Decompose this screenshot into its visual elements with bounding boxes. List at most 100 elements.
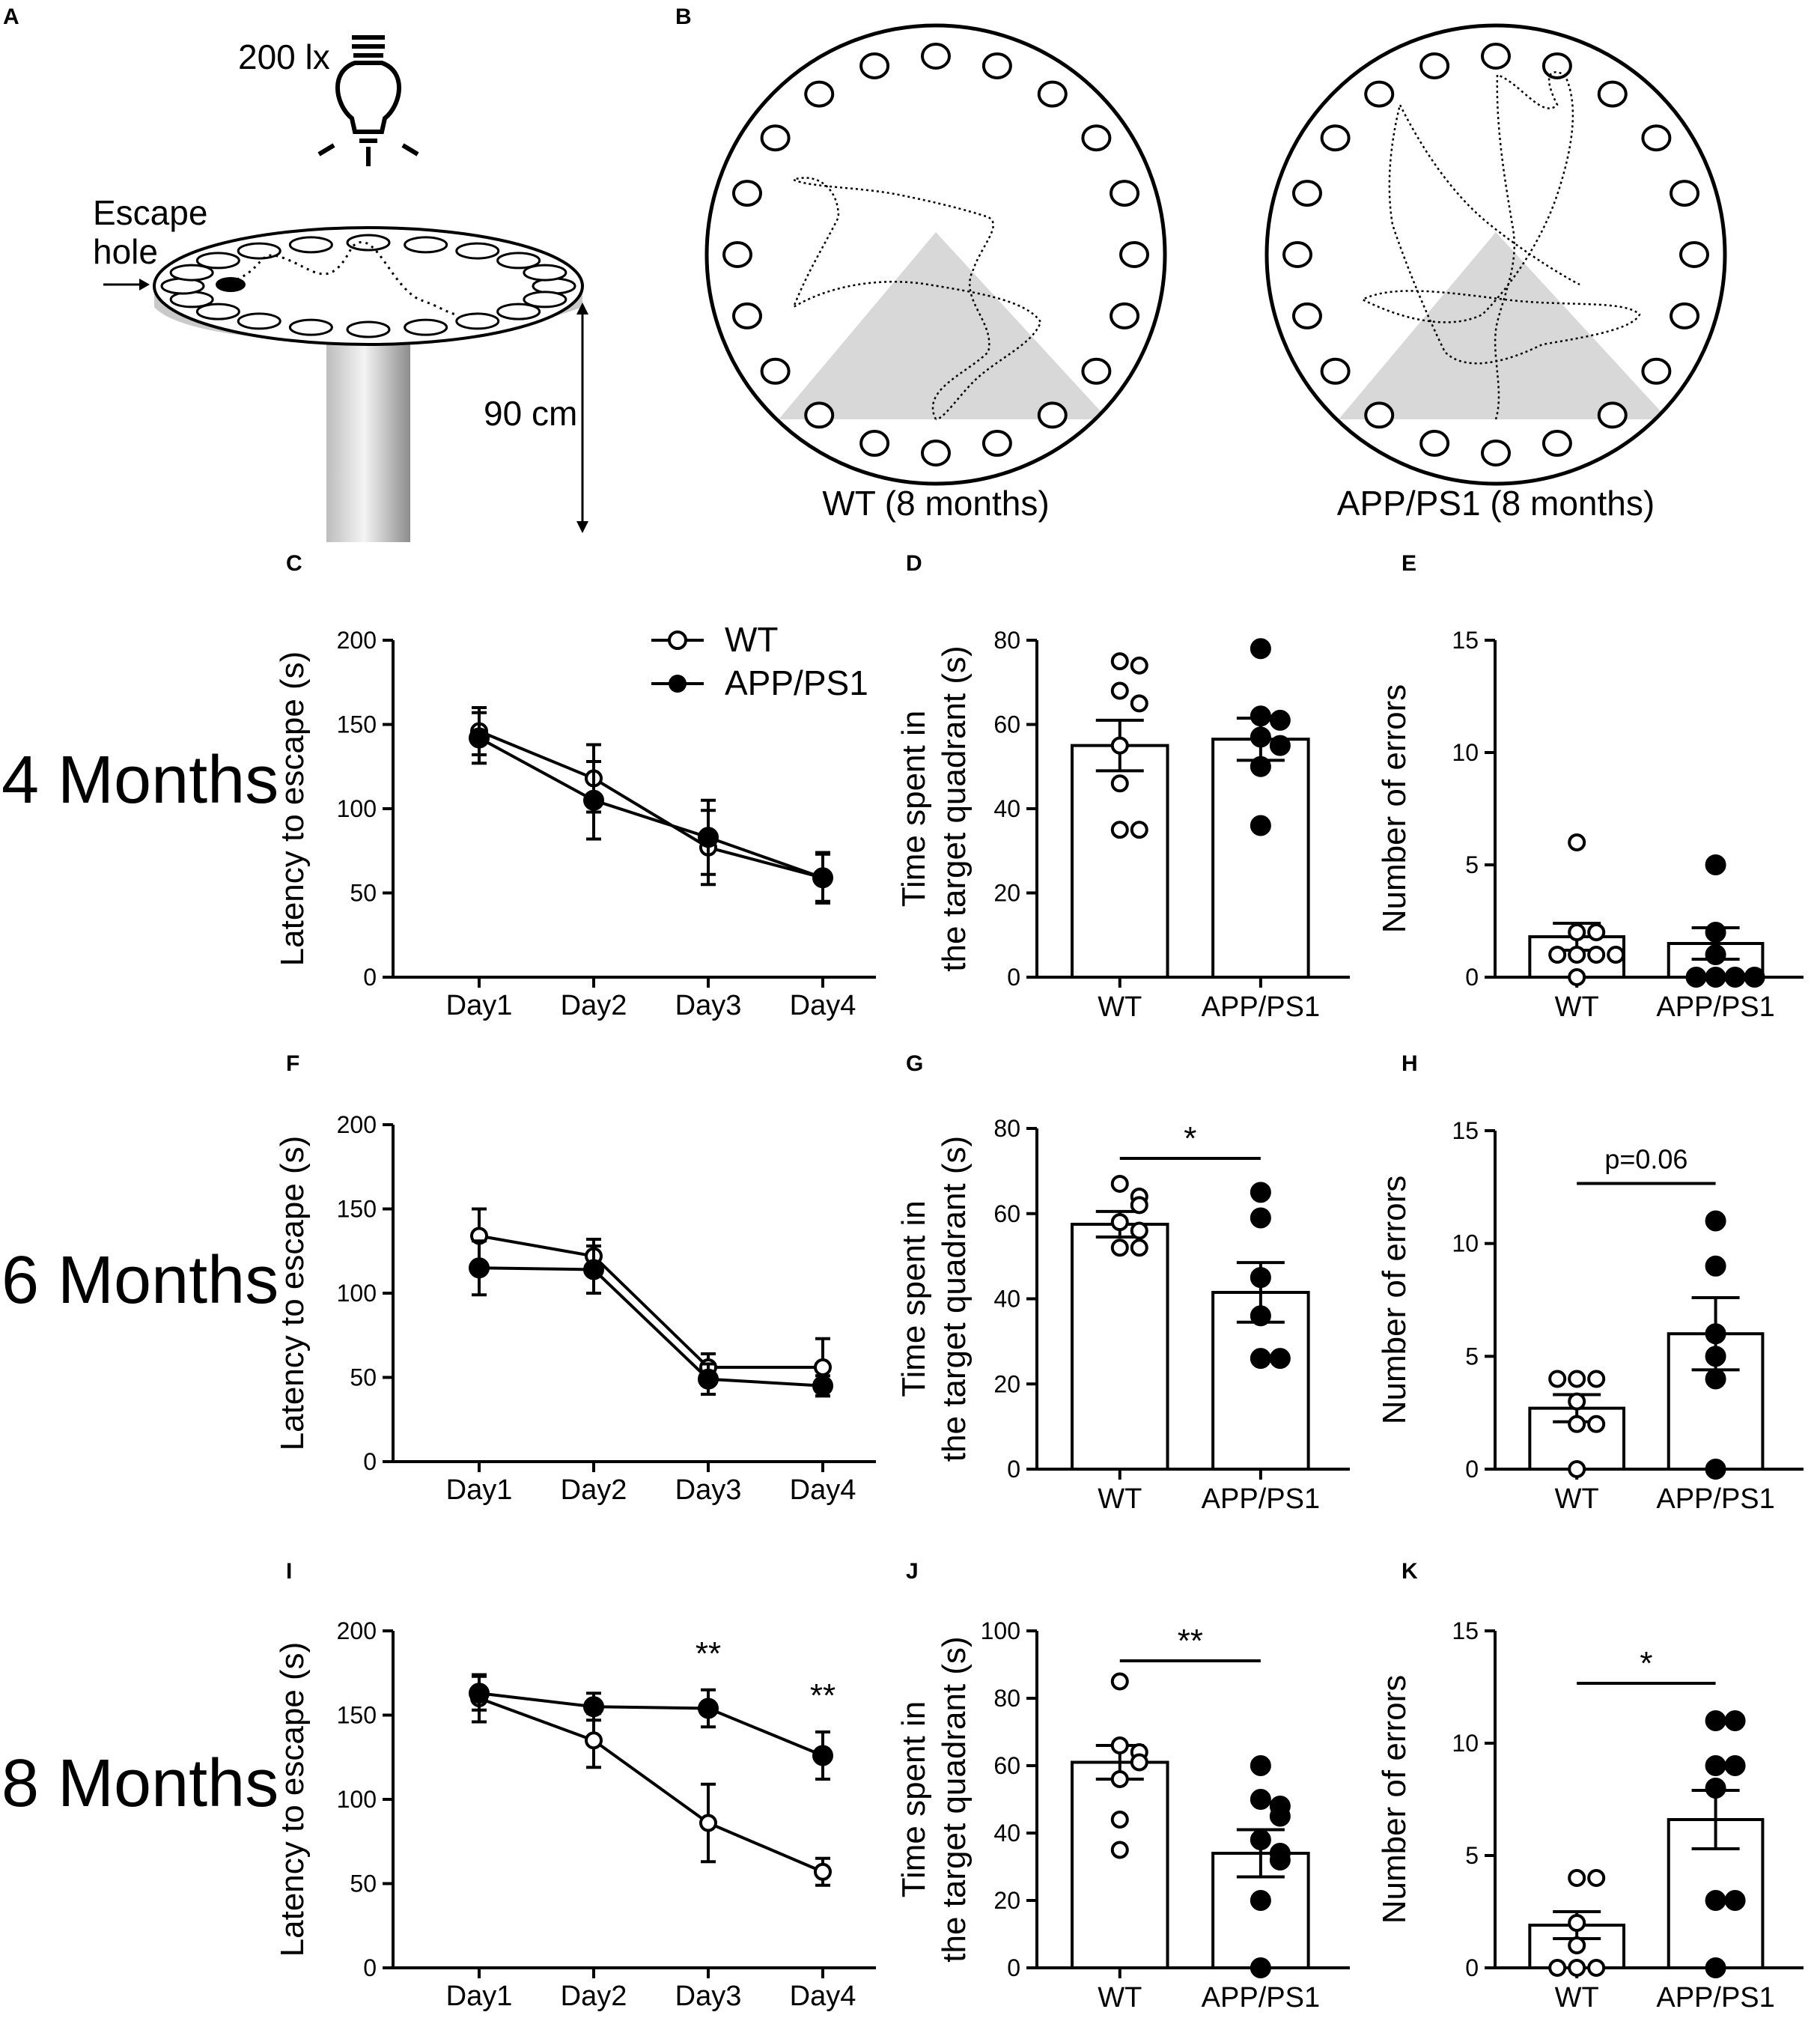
x-tick-label: Day4 bbox=[790, 1981, 856, 2012]
x-tick-label: Day2 bbox=[561, 990, 627, 1021]
y-tick-label: 100 bbox=[981, 1617, 1020, 1644]
platform-holes bbox=[160, 234, 576, 338]
maze-hole bbox=[981, 52, 1012, 79]
maze-hole bbox=[1481, 43, 1511, 70]
legend-wt-label: WT bbox=[725, 620, 779, 659]
data-point bbox=[583, 789, 604, 811]
y-tick-label: 15 bbox=[1452, 1117, 1479, 1144]
data-point bbox=[1110, 1672, 1129, 1691]
chart-f: 0 50 100 150 200 Latency to escape (s) Day1 Day… bbox=[274, 1111, 876, 1506]
y-tick-label: 5 bbox=[1465, 1343, 1479, 1370]
y-tick-label: 0 bbox=[1007, 964, 1020, 991]
data-point bbox=[1548, 946, 1567, 964]
data-point bbox=[1568, 1414, 1586, 1433]
maze-hole bbox=[731, 302, 762, 329]
y-tick-label: 100 bbox=[337, 795, 377, 822]
panel-label-d: D bbox=[906, 551, 922, 576]
data-point bbox=[1269, 1805, 1291, 1827]
y-tick-label: 60 bbox=[993, 711, 1020, 738]
data-point bbox=[1110, 681, 1129, 700]
panel-a: A 200 lx Escape hole bbox=[3, 4, 588, 542]
data-point bbox=[1269, 1850, 1291, 1870]
maze-hole bbox=[1670, 302, 1700, 329]
data-point bbox=[1110, 1841, 1129, 1859]
chart-e: 0 5 10 15 Number of errors WT APP/PS1 bbox=[1376, 627, 1804, 1023]
data-point bbox=[812, 1375, 833, 1397]
panel-label-f: F bbox=[286, 1051, 299, 1076]
maze-hole bbox=[921, 440, 951, 466]
data-point bbox=[1568, 923, 1586, 941]
maze-hole bbox=[1282, 241, 1312, 268]
maze-hole bbox=[1320, 124, 1351, 152]
data-point bbox=[1587, 1370, 1606, 1388]
maze-hole bbox=[1291, 180, 1322, 207]
series-line-appps1 bbox=[478, 1266, 824, 1388]
y-tick-label: 40 bbox=[993, 1286, 1020, 1313]
data-point bbox=[1705, 944, 1726, 965]
data-point bbox=[812, 1745, 833, 1766]
maze-arena bbox=[1264, 23, 1727, 486]
maze-hole bbox=[1670, 180, 1700, 207]
data-point bbox=[1568, 946, 1586, 964]
y-axis-label: the target quadrant (s) bbox=[936, 645, 973, 971]
data-point bbox=[1130, 694, 1148, 713]
platform-hole bbox=[404, 236, 448, 254]
platform-hole bbox=[346, 320, 391, 338]
data-point bbox=[1705, 1323, 1726, 1345]
data-point bbox=[1587, 946, 1606, 964]
y-tick-label: 50 bbox=[350, 1870, 377, 1897]
y-tick-label: 100 bbox=[337, 1280, 377, 1307]
platform-hole bbox=[496, 252, 541, 270]
y-tick-label: 200 bbox=[337, 1111, 377, 1138]
y-tick-label: 100 bbox=[337, 1786, 377, 1813]
row-label-4-months: 4 Months bbox=[1, 743, 279, 818]
data-point bbox=[814, 1862, 832, 1881]
data-point bbox=[1744, 967, 1765, 988]
platform-hole bbox=[169, 264, 214, 282]
maze-wt-caption: WT (8 months) bbox=[822, 484, 1049, 523]
data-point bbox=[1250, 1182, 1271, 1203]
chart-i: 0 50 100 150 200 Latency to escape (s) Day1 Day… bbox=[274, 1617, 876, 2012]
y-tick-label: 5 bbox=[1465, 851, 1479, 878]
data-point bbox=[1587, 1414, 1606, 1433]
y-axis-label: Time spent in bbox=[895, 1701, 932, 1897]
x-tick-label: APP/PS1 bbox=[1202, 1982, 1320, 2014]
platform-pole bbox=[326, 322, 410, 542]
panel-label-h: H bbox=[1401, 1051, 1418, 1076]
maze-hole bbox=[981, 430, 1012, 458]
y-tick-label: 5 bbox=[1465, 1842, 1479, 1869]
significance-label: ** bbox=[810, 1677, 836, 1714]
x-tick-label: Day1 bbox=[446, 990, 513, 1021]
series-line-wt bbox=[478, 729, 824, 880]
data-point bbox=[698, 1368, 719, 1390]
y-axis-label: Latency to escape (s) bbox=[274, 651, 311, 967]
platform-hole bbox=[288, 318, 333, 336]
data-point bbox=[1250, 815, 1271, 836]
y-axis-label: Time spent in bbox=[895, 1200, 932, 1397]
chart-k: 0 5 10 15 Number of errors WT APP/PS1 * bbox=[1376, 1617, 1804, 2014]
data-point bbox=[1705, 1710, 1726, 1731]
y-tick-label: 80 bbox=[993, 627, 1020, 654]
data-point bbox=[1110, 652, 1129, 671]
chart-c: 0 50 100 150 200 Latency to escape (s) Day1 Day… bbox=[274, 627, 876, 1021]
data-point bbox=[1548, 1370, 1567, 1388]
data-point bbox=[1724, 1890, 1746, 1911]
data-point bbox=[1250, 1267, 1271, 1289]
series-line-wt bbox=[478, 1234, 823, 1369]
data-point bbox=[1250, 756, 1271, 777]
legend-wt-marker bbox=[668, 630, 687, 650]
target-quadrant bbox=[779, 232, 1108, 419]
data-point bbox=[1568, 1936, 1586, 1954]
maze-hole bbox=[1641, 357, 1672, 385]
y-axis-label: Number of errors bbox=[1376, 684, 1413, 934]
platform-hole bbox=[523, 264, 567, 282]
platform-hole bbox=[455, 312, 500, 330]
maze-hole bbox=[1364, 80, 1395, 108]
y-tick-label: 0 bbox=[1465, 1456, 1479, 1483]
chart-g: 0 20 40 60 80 Time spent in the target quadran… bbox=[895, 1115, 1350, 1515]
chart-h: 0 5 10 15 Number of errors WT APP/PS1 p=0.06 bbox=[1376, 1117, 1804, 1515]
maze-hole bbox=[1081, 357, 1112, 385]
maze-hole bbox=[804, 401, 835, 429]
data-point bbox=[1568, 1914, 1586, 1932]
maze-holes bbox=[1282, 43, 1709, 466]
